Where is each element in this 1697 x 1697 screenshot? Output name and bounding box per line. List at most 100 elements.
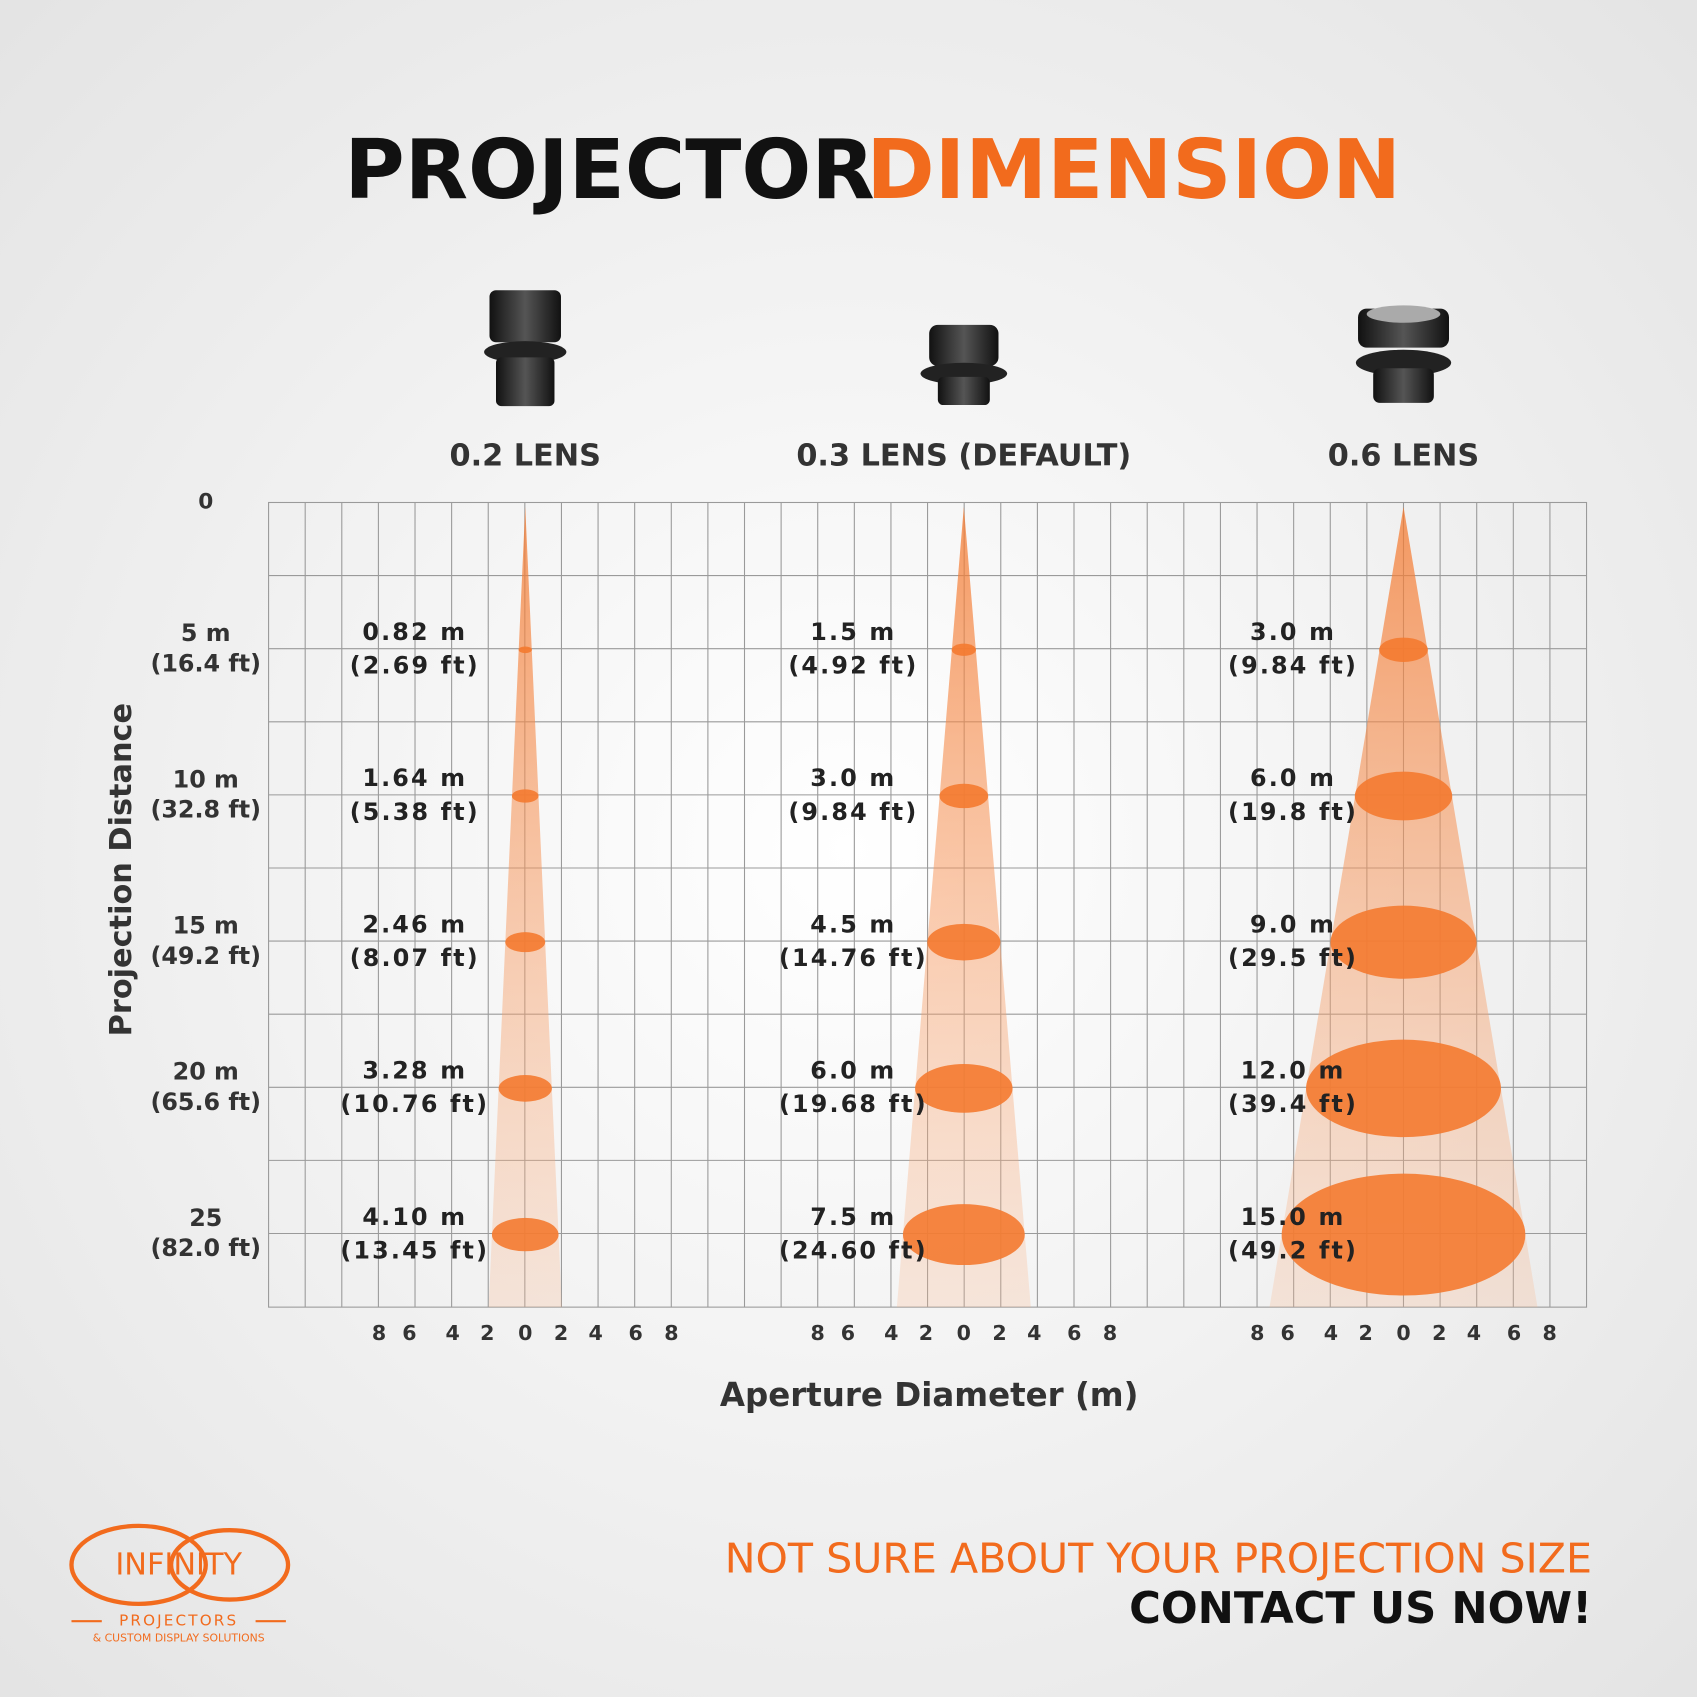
x-axis-label: Aperture Diameter (m) xyxy=(720,1376,1139,1414)
size-label: (10.76 ft) xyxy=(340,1090,489,1118)
size-label: 4.5 m xyxy=(810,910,896,938)
x-tick-label: 4 xyxy=(588,1321,602,1345)
x-tick-label: 4 xyxy=(446,1321,460,1345)
size-label: 3.0 m xyxy=(810,764,896,792)
x-tick-label: 0 xyxy=(518,1321,532,1345)
projection-ellipse xyxy=(505,932,546,953)
y-tick-label: 20 m xyxy=(173,1058,239,1086)
x-tick-label: 2 xyxy=(1358,1321,1372,1345)
size-label: 12.0 m xyxy=(1241,1057,1346,1085)
y-tick-label: 5 m xyxy=(181,619,231,647)
x-tick-label: 8 xyxy=(810,1321,824,1345)
title-orange: DIMENSION xyxy=(866,123,1401,218)
y-tick-label: (65.6 ft) xyxy=(150,1088,261,1116)
size-label: 4.10 m xyxy=(362,1203,467,1231)
beam-cone xyxy=(488,506,562,1308)
size-label: 3.28 m xyxy=(362,1057,467,1085)
x-tick-label: 6 xyxy=(1507,1321,1521,1345)
size-label: (14.76 ft) xyxy=(779,944,928,972)
size-label: 15.0 m xyxy=(1241,1203,1346,1231)
lens-name: 0.3 LENS (DEFAULT) xyxy=(796,439,1131,474)
x-tick-label: 8 xyxy=(372,1321,386,1345)
x-tick-label: 8 xyxy=(664,1321,678,1345)
projection-ellipse xyxy=(511,789,539,803)
size-label: (24.60 ft) xyxy=(779,1236,928,1264)
x-tick-label: 6 xyxy=(629,1321,643,1345)
size-label: (9.84 ft) xyxy=(788,798,918,826)
x-tick-label: 2 xyxy=(992,1321,1006,1345)
y-tick-label: (82.0 ft) xyxy=(150,1234,261,1262)
size-label: (9.84 ft) xyxy=(1228,652,1358,680)
projection-ellipse xyxy=(1306,1039,1501,1138)
x-tick-label: 6 xyxy=(402,1321,416,1345)
lens-name: 0.2 LENS xyxy=(449,439,600,474)
size-label: (13.45 ft) xyxy=(340,1236,489,1264)
projection-ellipse xyxy=(518,646,532,654)
logo-name: INFINITY xyxy=(115,1547,242,1582)
x-tick-label: 8 xyxy=(1543,1321,1557,1345)
x-tick-label: 2 xyxy=(1432,1321,1446,1345)
x-tick-label: 4 xyxy=(884,1321,898,1345)
y-tick-label: (49.2 ft) xyxy=(150,942,261,970)
size-label: (4.92 ft) xyxy=(788,652,918,680)
projection-ellipse xyxy=(951,643,977,656)
size-label: (49.2 ft) xyxy=(1228,1236,1358,1264)
title-black: PROJECTOR xyxy=(344,123,874,218)
projection-ellipse xyxy=(1330,905,1477,979)
size-label: 3.0 m xyxy=(1250,618,1336,646)
logo-line2: & CUSTOM DISPLAY SOLUTIONS xyxy=(93,1632,265,1645)
size-label: 6.0 m xyxy=(810,1057,896,1085)
size-label: (39.4 ft) xyxy=(1228,1090,1358,1118)
y-tick-label: 10 m xyxy=(173,765,239,793)
x-tick-label: 0 xyxy=(957,1321,971,1345)
projection-ellipse xyxy=(1379,637,1428,662)
projection-ellipse xyxy=(1281,1173,1526,1296)
projection-ellipse xyxy=(498,1075,552,1102)
footer-question: NOT SURE ABOUT YOUR PROJECTION SIZE xyxy=(725,1535,1592,1583)
projection-ellipse xyxy=(902,1204,1025,1266)
x-tick-label: 4 xyxy=(1027,1321,1041,1345)
x-tick-label: 8 xyxy=(1250,1321,1264,1345)
size-label: 2.46 m xyxy=(362,910,467,938)
y-tick-label: (16.4 ft) xyxy=(150,649,261,677)
projection-ellipse xyxy=(1354,771,1453,821)
y-tick-label: (32.8 ft) xyxy=(150,796,261,824)
x-tick-label: 6 xyxy=(1067,1321,1081,1345)
size-label: 7.5 m xyxy=(810,1203,896,1231)
x-tick-label: 2 xyxy=(480,1321,494,1345)
size-label: (19.8 ft) xyxy=(1228,798,1358,826)
size-label: 0.82 m xyxy=(362,618,467,646)
logo-line1: PROJECTORS xyxy=(119,1612,238,1630)
size-label: 6.0 m xyxy=(1250,764,1336,792)
size-label: 1.64 m xyxy=(362,764,467,792)
size-label: (8.07 ft) xyxy=(350,944,480,972)
x-tick-label: 8 xyxy=(1103,1321,1117,1345)
x-tick-label: 0 xyxy=(1396,1321,1410,1345)
projection-ellipse xyxy=(491,1217,559,1252)
y-tick-label: 0 xyxy=(198,489,213,514)
size-label: (19.68 ft) xyxy=(779,1090,928,1118)
x-tick-label: 6 xyxy=(1280,1321,1294,1345)
size-label: (5.38 ft) xyxy=(350,798,480,826)
size-label: 1.5 m xyxy=(810,618,896,646)
projection-ellipse xyxy=(939,783,989,809)
projection-ellipse xyxy=(915,1064,1013,1113)
beam-cone xyxy=(896,506,1031,1308)
logo: INFINITY PROJECTORS & CUSTOM DISPLAY SOL… xyxy=(69,1523,291,1645)
size-label: (2.69 ft) xyxy=(350,652,480,680)
x-tick-label: 4 xyxy=(1467,1321,1481,1345)
y-tick-label: 25 xyxy=(189,1204,222,1232)
lens-name: 0.6 LENS xyxy=(1328,439,1479,474)
y-tick-label: 15 m xyxy=(173,912,239,940)
x-tick-label: 4 xyxy=(1324,1321,1338,1345)
x-tick-label: 6 xyxy=(841,1321,855,1345)
projection-ellipse xyxy=(927,923,1001,961)
size-label: (29.5 ft) xyxy=(1228,944,1358,972)
x-tick-label: 2 xyxy=(554,1321,568,1345)
y-axis-label: Projection Distance xyxy=(104,703,139,1036)
x-tick-label: 2 xyxy=(919,1321,933,1345)
lens-icon xyxy=(484,290,1452,407)
size-label: 9.0 m xyxy=(1250,910,1336,938)
footer-cta: CONTACT US NOW! xyxy=(1129,1584,1592,1634)
